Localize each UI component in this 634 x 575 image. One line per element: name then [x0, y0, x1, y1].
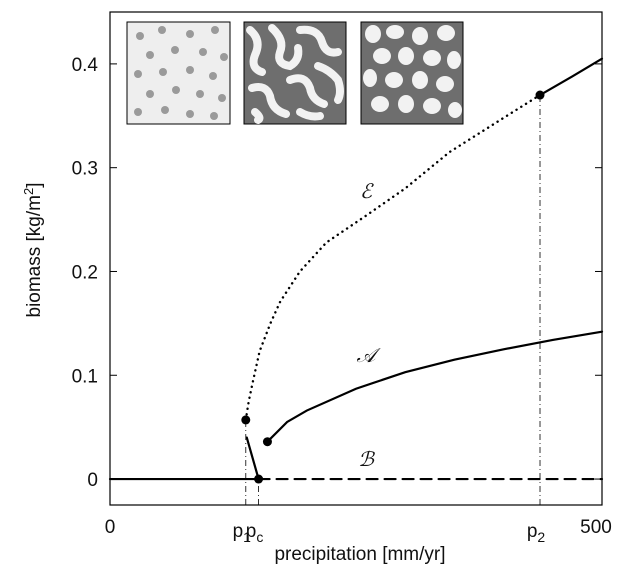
labyrinth: [246, 24, 344, 124]
x-tick-label: 0: [105, 517, 116, 538]
x-tick-label-main: p: [246, 521, 257, 542]
bifurcation-point: [254, 474, 264, 484]
x-tick-label-main: p: [527, 521, 538, 542]
insets: [126, 21, 464, 125]
branch-label: ℬ: [358, 447, 375, 471]
y-axis-label-sup: 2: [21, 188, 36, 195]
x-tick-label: p1: [233, 521, 252, 545]
y-axis-label-text: biomass [kg/m: [24, 195, 45, 317]
branch-line: [244, 93, 542, 422]
y-tick-label: 0.2: [72, 262, 98, 283]
branch-label: 𝒜: [357, 343, 382, 367]
plot-frame: [109, 11, 603, 506]
branch-label: ℰ: [360, 179, 374, 203]
branch-line: [538, 57, 604, 97]
x-tick-label: pc: [246, 521, 264, 545]
y-tick-label: 0.3: [72, 159, 98, 180]
bifurcation-point: [241, 415, 251, 425]
bifurcation-point: [262, 437, 272, 447]
gaps: [363, 25, 462, 118]
branch-line: [245, 436, 260, 481]
x-tick-label: 500: [580, 517, 612, 538]
y-axis-label-suffix: ]: [24, 183, 45, 188]
spots: [134, 26, 228, 120]
y-tick-label: 0.4: [72, 55, 99, 76]
x-tick-label-sub: 1: [243, 529, 251, 545]
y-tick-label: 0: [87, 470, 98, 491]
y-axis-label: biomass [kg/m2]: [21, 183, 45, 318]
x-axis-label: precipitation [mm/yr]: [274, 544, 445, 565]
y-tick-label: 0.1: [72, 366, 98, 387]
branch-line: [266, 330, 604, 443]
bifurcation-point: [535, 90, 545, 100]
x-tick-label: p2: [527, 521, 546, 545]
x-tick-label-main: p: [233, 521, 244, 542]
x-tick-label-sub: 2: [537, 529, 545, 545]
x-tick-label-sub: c: [256, 529, 263, 545]
